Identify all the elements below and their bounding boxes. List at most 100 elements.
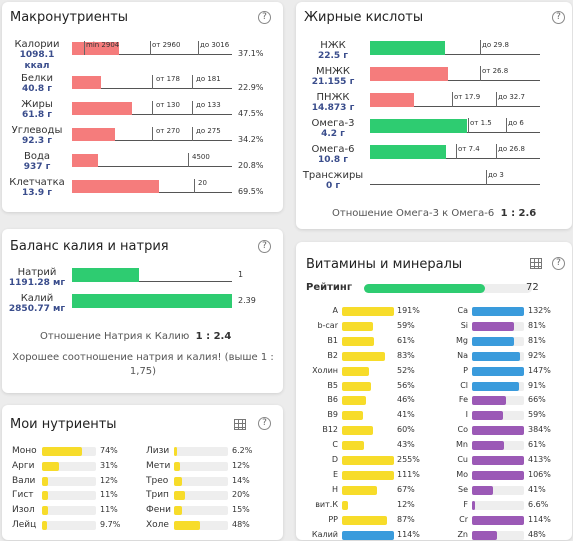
macro-pct: 37.1% <box>238 49 264 58</box>
nutrient-pct: 12% <box>232 461 250 470</box>
vitamin-pct: 56% <box>397 381 415 390</box>
mineral-name: Na <box>457 351 468 360</box>
macro-mark-line <box>194 179 195 193</box>
mineral-name: Si <box>460 321 468 330</box>
macro-name: Клетчатка <box>9 177 65 188</box>
kna-num: 1 <box>238 270 244 279</box>
nutrient-pct: 11% <box>100 505 118 514</box>
fatty-track <box>370 66 540 81</box>
fatty-mark: до 29.8 <box>482 41 509 49</box>
vitamin-pct: 67% <box>397 485 415 494</box>
vitamin-bar <box>342 471 394 480</box>
help-icon[interactable]: ? <box>552 11 565 24</box>
kna-track <box>72 267 232 282</box>
mineral-bar <box>472 441 504 450</box>
fatty-name: Омега-6 <box>311 144 355 155</box>
macro-mark: до 275 <box>196 127 221 135</box>
vitamin-pct: 12% <box>397 500 415 509</box>
help-icon[interactable]: ? <box>552 257 565 270</box>
mineral-pct: 6.6% <box>528 500 549 509</box>
fatty-mark: от 17.9 <box>454 93 481 101</box>
macro-name: Углеводы <box>11 125 63 136</box>
fatty-bar <box>370 119 467 133</box>
macro-mark-line <box>192 101 193 115</box>
help-icon[interactable]: ? <box>258 11 271 24</box>
macro-label: Жиры 61.8 г <box>6 99 68 121</box>
vitamin-name: вит.К <box>315 500 338 509</box>
nutrient-track <box>42 521 96 530</box>
macro-pct: 20.8% <box>238 161 264 170</box>
mineral-pct: 81% <box>528 321 546 330</box>
fatty-track <box>370 170 540 185</box>
table-view-icon[interactable] <box>234 419 246 430</box>
fatty-track <box>370 40 540 55</box>
mineral-name: Se <box>458 485 468 494</box>
nutrient-name: Трип <box>146 490 169 500</box>
macro-bar <box>72 128 115 141</box>
vitamin-pct: 43% <box>397 440 415 449</box>
vitamin-bar <box>342 307 394 316</box>
macro-label: Белки 40.8 г <box>6 73 68 95</box>
fatty-value: 10.8 г <box>317 155 349 165</box>
fatty-label: НЖК 22.5 г <box>300 40 366 62</box>
macro-mark: до 3016 <box>200 41 230 49</box>
vitamin-pct: 111% <box>397 470 420 479</box>
macro-label: Вода 937 г <box>6 151 68 173</box>
vitamin-bar <box>342 352 385 361</box>
fatty-mark: от 7.4 <box>458 145 480 153</box>
mineral-track <box>472 501 524 510</box>
mineral-name: Fe <box>458 395 468 404</box>
help-icon[interactable]: ? <box>258 417 271 430</box>
mineral-name: Zn <box>457 530 468 539</box>
help-icon[interactable]: ? <box>258 240 271 253</box>
mineral-bar <box>472 471 524 480</box>
nutrient-track <box>174 506 228 515</box>
mineral-pct: 48% <box>528 530 546 539</box>
rating-value: 72 <box>526 282 539 293</box>
fatty-label: ПНЖК 14.873 г <box>300 92 366 114</box>
vitamin-pct: 114% <box>397 530 420 539</box>
nutrient-bar <box>42 477 48 486</box>
vitamin-pct: 46% <box>397 395 415 404</box>
mineral-pct: 61% <box>528 440 546 449</box>
mineral-bar <box>472 456 524 465</box>
vitamin-name: B9 <box>327 410 338 419</box>
macro-name: Калории <box>14 39 60 50</box>
macro-track <box>72 153 232 167</box>
vitamin-name: H <box>331 485 338 494</box>
fatty-mark-line <box>456 144 457 159</box>
nutrient-pct: 14% <box>232 476 250 485</box>
kna-bar <box>72 268 139 282</box>
vitamin-pct: 255% <box>397 455 420 464</box>
mineral-name: Ca <box>457 306 469 315</box>
table-view-icon[interactable] <box>530 258 542 269</box>
mineral-name: Cl <box>460 381 468 390</box>
nutrient-name: Лейц <box>12 520 37 530</box>
vitamin-bar <box>342 516 387 525</box>
macro-label: Калории 1098.1 ккал <box>6 39 68 72</box>
my-nutrients-card: Мои нутриенты ? Моно 74% Арги 31% Вали 12% Гис… <box>2 405 283 540</box>
macro-value: 1098.1 <box>19 50 55 60</box>
macro-mark: до 133 <box>196 101 221 109</box>
kna-value: 2850.77 мг <box>8 304 66 314</box>
nutrient-track <box>42 506 96 515</box>
nutrient-pct: 31% <box>100 461 118 470</box>
nutrient-bar <box>174 506 182 515</box>
mineral-pct: 41% <box>528 485 546 494</box>
potassium-sodium-title: Баланс калия и натрия <box>10 239 169 254</box>
mineral-pct: 66% <box>528 395 546 404</box>
fatty-mark-line <box>496 92 497 107</box>
fatty-mark-line <box>480 66 481 81</box>
mineral-bar <box>472 337 514 346</box>
nutrient-name: Трео <box>146 476 169 486</box>
fatty-bar <box>370 145 446 159</box>
vitamin-bar <box>342 486 377 495</box>
macro-mark: от 130 <box>156 101 180 109</box>
fatty-name: Трансжиры <box>302 170 364 181</box>
vitamin-name: B2 <box>327 351 338 360</box>
fatty-value: 22.5 г <box>317 51 349 61</box>
mineral-name: P <box>463 366 468 375</box>
nutrient-bar <box>174 521 200 530</box>
fatty-mark: до 3 <box>488 171 504 179</box>
kna-label: Натрий 1191.28 мг <box>6 267 68 289</box>
